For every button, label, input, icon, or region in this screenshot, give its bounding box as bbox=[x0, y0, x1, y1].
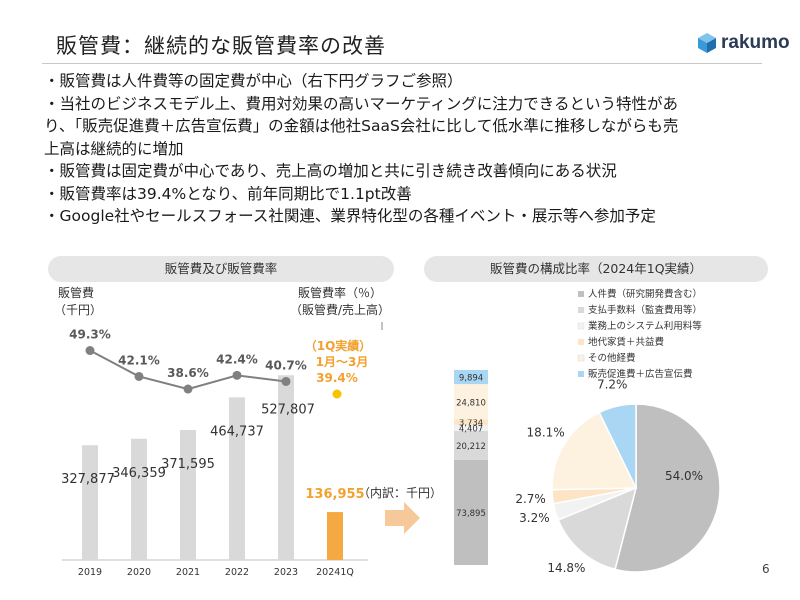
ratio-point-2019 bbox=[85, 346, 95, 356]
q1-note-line1: （1Q実績） bbox=[305, 338, 372, 353]
bar-20241Q bbox=[327, 512, 343, 560]
left-axis-label-2: （千円） bbox=[54, 303, 102, 317]
bullet-item: ・販管費は人件費等の固定費が中心（右下円グラフご参照） bbox=[44, 72, 463, 90]
bar-2019 bbox=[82, 445, 98, 560]
title-bar: 販管費：継続的な販管費率の改善 rakumo bbox=[42, 24, 790, 64]
pie-label-4: 18.1% bbox=[527, 426, 565, 440]
stack-segment-4 bbox=[454, 384, 488, 420]
ratio-point-2020 bbox=[134, 371, 144, 381]
bullet-item: ・当社のビジネスモデル上、費用対効果の高いマーケティングに注力できるという特性が… bbox=[44, 94, 678, 113]
ratio-point-2023 bbox=[281, 376, 291, 386]
legend-label-5: 販売促進費＋広告宣伝費 bbox=[588, 368, 693, 380]
breakdown-label: （内訳：千円） bbox=[358, 485, 442, 500]
legend-swatch-4 bbox=[577, 354, 585, 362]
bar-2021 bbox=[180, 429, 196, 560]
pie-label-2: 3.2% bbox=[519, 511, 550, 525]
pie-chart-group bbox=[551, 403, 721, 573]
legend-label-1: 支払手数料（監査費用等） bbox=[588, 304, 702, 316]
ratio-label-2023: 40.7% bbox=[265, 358, 307, 372]
ratio-point-2021 bbox=[183, 384, 193, 394]
stack-segment-label-4: 24,810 bbox=[456, 398, 486, 408]
pie-slice-0 bbox=[614, 403, 721, 573]
stack-segment-1 bbox=[454, 431, 488, 460]
right-axis-label-2: （販管費/売上高） bbox=[290, 302, 390, 317]
ratio-label-2019: 49.3% bbox=[69, 328, 111, 342]
pie-slice-5 bbox=[598, 403, 637, 489]
category-label-2020: 2020 bbox=[127, 567, 151, 578]
category-label-20241Q: 20241Q bbox=[316, 567, 354, 578]
bar-value-label-2019: 327,877 bbox=[61, 472, 115, 487]
legend-label-0: 人件費（研究開発費含む） bbox=[588, 288, 702, 300]
pie-slice-1 bbox=[557, 486, 638, 571]
category-label-2022: 2022 bbox=[225, 567, 249, 578]
bar-value-label-20241Q: 136,955 bbox=[305, 487, 364, 502]
legend-label-4: その他経費 bbox=[588, 352, 636, 364]
stack-segment-label-1: 20,212 bbox=[456, 442, 486, 452]
pie-label-3: 2.7% bbox=[515, 492, 546, 506]
stack-segment-label-0: 73,895 bbox=[456, 509, 486, 519]
bullet-list: ・販管費は人件費等の固定費が中心（右下円グラフご参照） ・当社のビジネスモデル上… bbox=[44, 70, 764, 228]
pie-slice-4 bbox=[551, 411, 638, 491]
ratio-label-2020: 42.1% bbox=[118, 353, 160, 367]
stack-segment-5 bbox=[454, 370, 488, 385]
right-chart-title: 販管費の構成比率（2024年1Q実績） bbox=[424, 256, 768, 282]
stack-segment-label-5: 9,894 bbox=[459, 374, 483, 384]
rakumo-cube-icon bbox=[698, 33, 716, 53]
stack-segment-label-3: 3,734 bbox=[459, 419, 483, 429]
left-axis-label-1: 販管費 bbox=[58, 285, 94, 300]
pie-labels-group: 54.0% 14.8% 3.2% 2.7% 18.1% 7.2% bbox=[515, 378, 703, 575]
stack-segment-3 bbox=[454, 419, 488, 425]
legend-swatch-3 bbox=[578, 339, 584, 345]
q1-note-line2: 1月～3月 bbox=[316, 355, 369, 369]
legend-swatch-1 bbox=[578, 307, 584, 313]
ratio-label-2022: 42.4% bbox=[216, 352, 258, 366]
category-label-2021: 2021 bbox=[176, 567, 200, 578]
legend-swatch-2 bbox=[577, 322, 585, 330]
stack-segment-label-2: 4,407 bbox=[459, 424, 483, 434]
category-label-2023: 2023 bbox=[274, 567, 298, 578]
page-number: 6 bbox=[762, 562, 770, 576]
bullet-item: 上高は継続的に増加 bbox=[44, 139, 184, 158]
bars-group bbox=[82, 375, 343, 560]
q1-note-value: 39.4% bbox=[316, 371, 358, 385]
pie-legend: 人件費（研究開発費含む） 支払手数料（監査費用等） 業務上のシステム利用料等地代家賃… bbox=[577, 288, 702, 380]
bar-value-label-2021: 371,595 bbox=[161, 457, 215, 472]
logo-text: rakumo bbox=[721, 32, 790, 53]
bullet-item: り、「販売促進費＋広告宣伝費」の金額は他社SaaS会社に比して低水準に推移しなが… bbox=[44, 117, 679, 135]
category-label-2019: 2019 bbox=[78, 567, 102, 578]
bullet-item: ・販管費率は39.4%となり、前年同期比で1.1pt改善 bbox=[44, 184, 412, 203]
pie-label-1: 14.8% bbox=[547, 561, 585, 575]
arrow-right-icon bbox=[385, 502, 420, 534]
legend-swatch-0 bbox=[578, 291, 584, 297]
ratio-line-group: 49.3% 42.1% 38.6% 42.4% 40.7% bbox=[69, 328, 307, 394]
pie-label-5: 7.2% bbox=[597, 378, 628, 392]
rakumo-logo: rakumo bbox=[696, 32, 790, 54]
bar-2023 bbox=[278, 375, 294, 560]
bar-2020 bbox=[131, 438, 147, 560]
right-axis-label-1: 販管費率（％） bbox=[298, 285, 382, 300]
ratio-point-2022 bbox=[232, 370, 242, 380]
stack-segment-2 bbox=[454, 424, 488, 432]
bar-value-label-2022: 464,737 bbox=[210, 424, 264, 439]
legend-label-3: 地代家賃＋共益費 bbox=[588, 336, 664, 348]
page-title: 販管費：継続的な販管費率の改善 bbox=[56, 34, 386, 58]
legend-label-2: 業務上のシステム利用料等 bbox=[588, 320, 702, 332]
ratio-label-2021: 38.6% bbox=[167, 366, 209, 380]
bullet-item: ・販管費は固定費が中心であり、売上高の増加と共に引き続き改善傾向にある状況 bbox=[44, 162, 617, 180]
bar-value-label-2020: 346,359 bbox=[112, 466, 166, 481]
legend-swatch-5 bbox=[578, 371, 584, 377]
stack-segment-0 bbox=[454, 459, 488, 565]
bar-value-label-2023: 527,807 bbox=[261, 402, 315, 417]
q1-ratio-dot bbox=[332, 389, 342, 399]
category-labels-group: 2019 2020 2021 2022 2023 20241Q bbox=[78, 567, 354, 578]
bar-2022 bbox=[229, 397, 245, 560]
pie-label-0: 54.0% bbox=[665, 469, 703, 483]
left-chart-title: 販管費及び販管費率 bbox=[48, 256, 394, 282]
bullet-item: ・Google社やセールスフォース社関連、業界特化型の各種イベント・展示等へ参加… bbox=[44, 207, 656, 225]
